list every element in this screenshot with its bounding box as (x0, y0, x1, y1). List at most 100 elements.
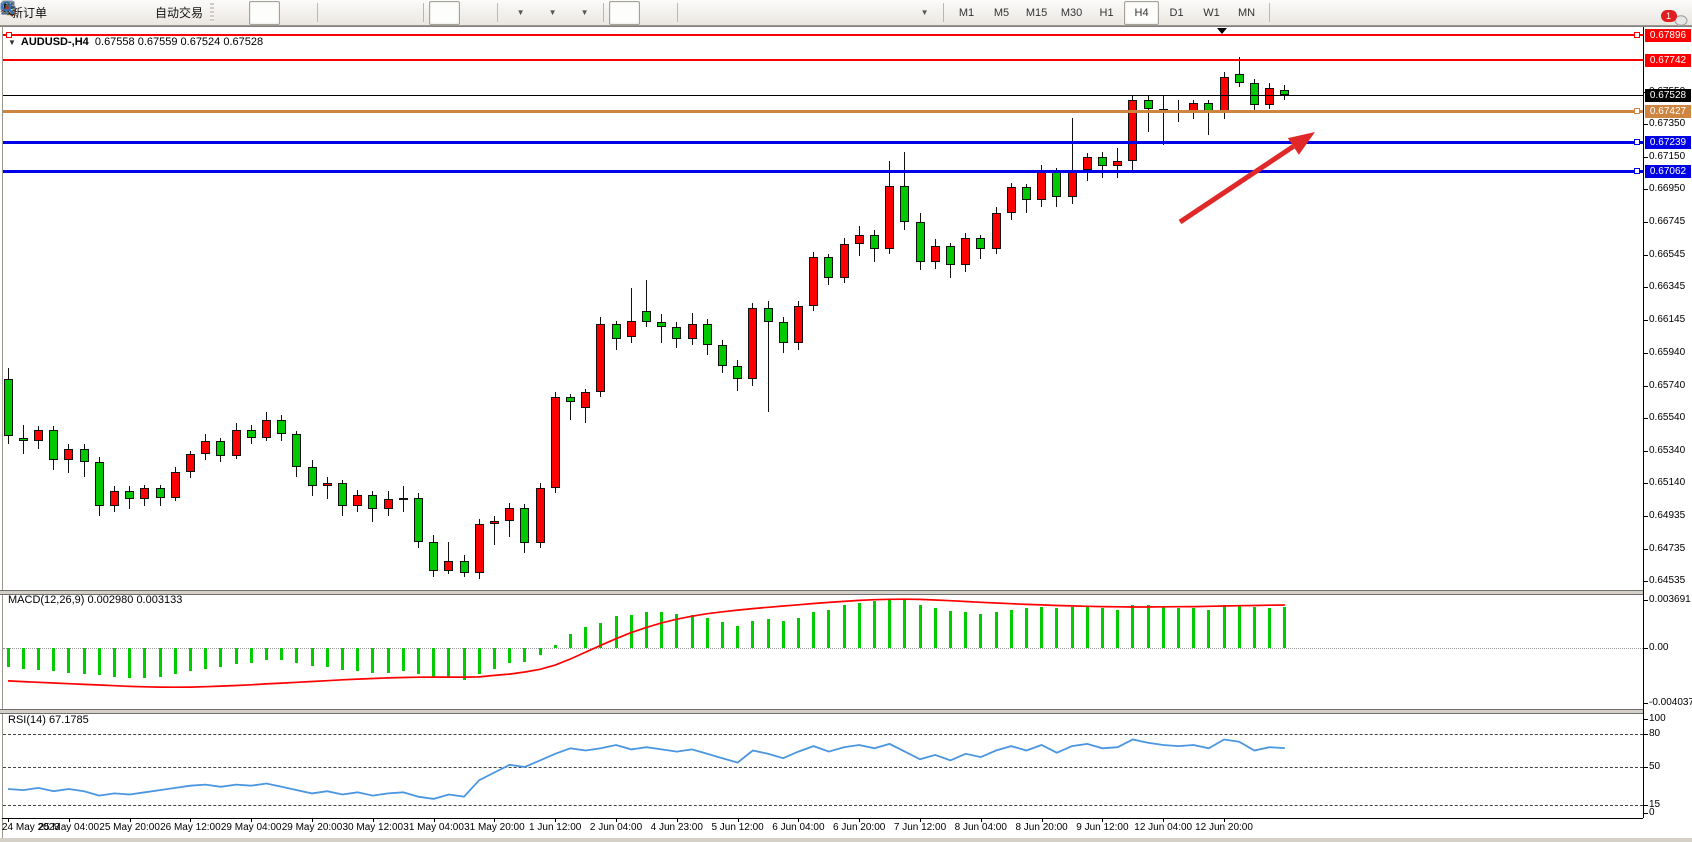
macd-histogram-bar (538, 648, 542, 655)
timeframe-button-mn[interactable]: MN (1237, 6, 1256, 19)
time-tick (129, 818, 131, 822)
candle-bearish (1143, 99, 1153, 110)
candle-bearish (945, 245, 955, 266)
candle-wick (1208, 99, 1210, 136)
time-tick (1224, 818, 1225, 822)
candle-bearish (1021, 187, 1031, 201)
dropdown-arrow-icon: ▼ (548, 8, 557, 17)
horizontal-line-object[interactable] (3, 170, 1643, 173)
timeframe-button-m5[interactable]: M5 (993, 6, 1010, 19)
price-tick (1643, 189, 1648, 190)
macd-histogram-bar (36, 648, 40, 670)
price-tick-label: 0.65140 (1649, 477, 1686, 489)
line-handle[interactable] (1634, 139, 1640, 145)
macd-histogram-bar (766, 619, 770, 648)
macd-histogram-bar (781, 620, 785, 648)
line-handle[interactable] (1634, 32, 1640, 38)
timeframe-button-m15[interactable]: M15 (1025, 6, 1048, 19)
time-axis-line (2, 818, 1643, 819)
horizontal-line-object[interactable] (3, 59, 1643, 61)
candle-bearish (79, 449, 89, 462)
macd-histogram-bar (812, 612, 816, 648)
bid-price-line[interactable] (3, 95, 1643, 96)
price-tag: 0.67062 (1645, 165, 1691, 178)
candle-bullish (809, 257, 819, 306)
timeframe-button-h1[interactable]: H1 (1099, 6, 1114, 19)
rsi-scale-label: 80 (1649, 728, 1661, 739)
timeframe-button-m30[interactable]: M30 (1060, 6, 1083, 19)
candle-bullish (185, 453, 195, 472)
time-label: 31 May 20:00 (464, 822, 525, 833)
macd-histogram-bar (660, 612, 664, 648)
candle-bearish (459, 561, 469, 573)
candle-bearish (976, 237, 986, 250)
time-label: 30 May 12:00 (342, 822, 404, 833)
candle-bearish (869, 234, 879, 250)
panel-splitter[interactable] (0, 590, 1643, 595)
price-tick (1643, 124, 1648, 125)
macd-histogram-bar (1207, 609, 1211, 648)
price-tick-label: 0.66345 (1649, 281, 1686, 293)
time-label: 8 Jun 04:00 (954, 822, 1007, 833)
candle-bearish (915, 221, 925, 263)
macd-histogram-bar (918, 605, 922, 648)
price-tick-label: 0.66545 (1649, 248, 1686, 260)
candle-bearish (413, 497, 423, 542)
candle-bullish (748, 307, 758, 380)
chart-shift-marker (1217, 28, 1227, 34)
candle-bearish (307, 466, 317, 487)
price-tick-label: 0.64935 (1649, 510, 1686, 522)
candle-bearish (733, 366, 743, 380)
price-tick (1643, 516, 1648, 518)
time-label: 7 Jun 12:00 (893, 822, 947, 833)
price-tick (1643, 287, 1648, 289)
candle-bullish (596, 323, 606, 393)
candle-bullish (261, 419, 271, 438)
candle-bearish (49, 429, 59, 461)
candle-bearish (94, 462, 104, 506)
price-tick (1643, 156, 1648, 158)
candle-bullish (109, 491, 119, 506)
time-tick (190, 818, 192, 822)
price-tick (1643, 483, 1648, 485)
macd-histogram-bar (325, 648, 329, 668)
timeframe-button-m1[interactable]: M1 (958, 6, 975, 19)
line-handle[interactable] (1634, 108, 1640, 114)
horizontal-line-object[interactable] (3, 110, 1643, 113)
macd-histogram-bar (568, 634, 572, 648)
macd-histogram-bar (249, 648, 253, 664)
timeframe-group: M1 M5 M15 M30 H1 H4 D1 W1 MN (949, 0, 1264, 25)
candle-bullish (201, 440, 211, 454)
macd-histogram-bar (6, 648, 10, 668)
price-tick (1643, 418, 1648, 420)
candle-bearish (1249, 83, 1259, 105)
toolbar-separator (603, 3, 605, 22)
macd-scale-label: -0.004037 (1649, 697, 1692, 708)
candle-bullish (398, 497, 408, 500)
timeframe-button-d1[interactable]: D1 (1169, 6, 1184, 19)
line-handle[interactable] (1634, 168, 1640, 174)
candle-bullish (444, 561, 454, 571)
candle-bearish (763, 307, 773, 323)
rsi-label: RSI(14) (8, 714, 46, 726)
price-tick-label: 0.67150 (1649, 150, 1686, 162)
timeframe-button-h4[interactable]: H4 (1124, 0, 1160, 25)
candle-bullish (383, 499, 393, 510)
time-label: 24 May 2023 (2, 822, 60, 833)
price-tick (1643, 319, 1648, 321)
timeframe-button-w1[interactable]: W1 (1203, 6, 1220, 19)
horizontal-line-object[interactable] (3, 34, 1643, 36)
price-tag: 0.67528 (1645, 89, 1691, 102)
macd-histogram-bar (933, 608, 937, 648)
macd-scale-label: 0.00 (1649, 642, 1669, 653)
line-handle[interactable] (6, 32, 12, 38)
time-label: 25 May 20:00 (99, 822, 160, 833)
horizontal-line-object[interactable] (3, 141, 1643, 144)
macd-histogram-bar (675, 613, 679, 648)
panel-splitter[interactable] (0, 709, 1643, 714)
macd-histogram-bar (1009, 609, 1013, 648)
macd-histogram-bar (964, 612, 968, 648)
time-label: 25 May 04:00 (38, 822, 100, 833)
price-tick (1643, 254, 1648, 256)
